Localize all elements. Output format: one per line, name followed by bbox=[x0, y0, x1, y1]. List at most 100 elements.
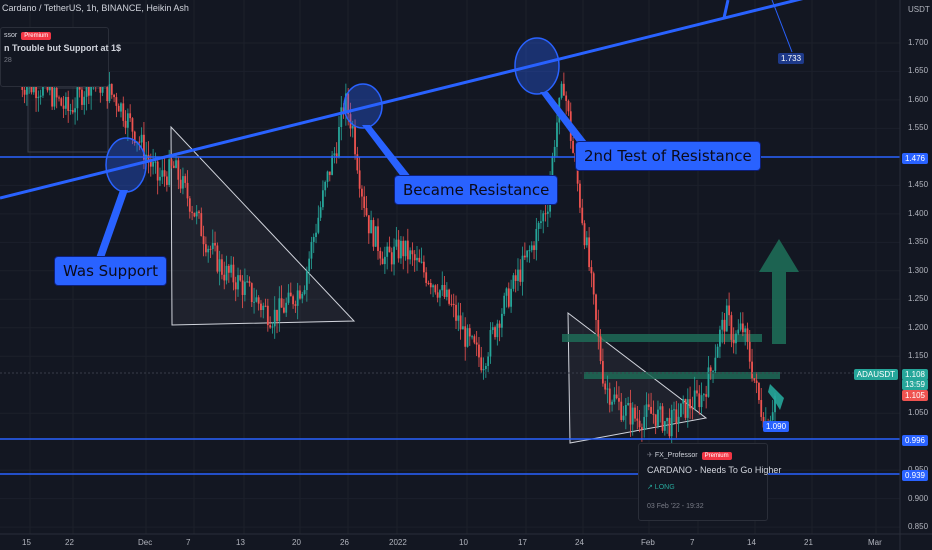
candle-body bbox=[333, 153, 336, 156]
candle-body bbox=[517, 269, 519, 281]
candle-body bbox=[696, 390, 698, 394]
candle-body bbox=[597, 319, 600, 337]
candle-body bbox=[223, 274, 226, 281]
candle-body bbox=[292, 296, 294, 305]
candle-body bbox=[565, 95, 568, 101]
idea-card-fx[interactable]: ✈ FX_Professor Premium CARDANO - Needs To… bbox=[638, 443, 781, 521]
candle-body bbox=[255, 297, 258, 302]
candle-body bbox=[613, 394, 616, 402]
candle-body bbox=[443, 285, 446, 297]
pointer-2nd-test bbox=[540, 92, 590, 146]
trendline-upper-stub bbox=[722, 0, 730, 19]
candle-body bbox=[170, 159, 173, 166]
candle-body bbox=[682, 398, 685, 404]
candle-body bbox=[108, 84, 111, 102]
time-tick-label: 15 bbox=[22, 538, 31, 547]
candle-body bbox=[528, 250, 531, 252]
candle-body bbox=[478, 344, 480, 358]
candle-body bbox=[560, 83, 563, 98]
time-tick-label: 20 bbox=[292, 538, 301, 547]
candle-body bbox=[230, 264, 233, 273]
candle-body bbox=[152, 161, 155, 167]
candle-body bbox=[55, 88, 58, 98]
candle-body bbox=[698, 393, 701, 408]
candle-body bbox=[163, 170, 166, 177]
candle-body bbox=[452, 303, 455, 305]
candle-body bbox=[647, 404, 650, 407]
candle-body bbox=[700, 395, 703, 408]
candle-body bbox=[227, 265, 230, 273]
candle-body bbox=[471, 336, 473, 338]
candle-body bbox=[239, 275, 242, 281]
candle-body bbox=[615, 394, 618, 399]
candle-body bbox=[335, 153, 338, 158]
candle-body bbox=[120, 103, 122, 112]
candle-body bbox=[556, 122, 558, 147]
candle-body bbox=[276, 309, 278, 322]
candle-body bbox=[684, 398, 687, 418]
candle-body bbox=[473, 336, 476, 343]
candle-body bbox=[551, 156, 554, 183]
trendline[interactable] bbox=[0, 0, 805, 200]
candle-body bbox=[654, 414, 657, 426]
candle-body bbox=[668, 417, 671, 437]
candle-body bbox=[413, 254, 416, 261]
candle-body bbox=[494, 327, 496, 338]
candle-body bbox=[599, 336, 602, 362]
candle-body bbox=[505, 288, 508, 296]
candle-body bbox=[691, 408, 694, 410]
candle-body bbox=[771, 412, 774, 421]
candle-body bbox=[200, 213, 203, 237]
candle-body bbox=[595, 294, 597, 320]
candle-body bbox=[448, 289, 451, 304]
candles bbox=[19, 61, 776, 447]
pin-icon: ✈ bbox=[647, 452, 653, 459]
candle-body bbox=[117, 105, 120, 112]
candle-body bbox=[83, 96, 86, 105]
candle-body bbox=[184, 176, 187, 183]
price-tick-label: 1.300 bbox=[908, 265, 929, 275]
candle-body bbox=[425, 272, 428, 283]
candle-body bbox=[725, 305, 728, 332]
candle-body bbox=[248, 281, 251, 284]
candle-body bbox=[491, 327, 494, 331]
candle-body bbox=[260, 303, 262, 311]
candle-body bbox=[358, 170, 361, 189]
candle-body bbox=[221, 259, 223, 275]
candle-body bbox=[312, 236, 315, 242]
candle-body bbox=[264, 305, 267, 307]
candle-body bbox=[138, 141, 141, 143]
candle-body bbox=[175, 160, 177, 168]
candle-body bbox=[487, 356, 490, 366]
candle-body bbox=[241, 280, 244, 295]
candle-body bbox=[643, 416, 646, 430]
pointer-became-resistance bbox=[362, 125, 412, 178]
candle-body bbox=[588, 237, 591, 268]
price-tag-symbol: ADAUSDT bbox=[853, 369, 898, 380]
candle-body bbox=[629, 402, 632, 425]
candle-body bbox=[652, 413, 655, 415]
candle-body bbox=[85, 80, 88, 97]
price-tick-label: 0.950 bbox=[908, 465, 928, 474]
candle-body bbox=[287, 292, 290, 303]
candle-body bbox=[165, 176, 168, 185]
candle-body bbox=[90, 81, 93, 96]
candle-body bbox=[714, 357, 717, 371]
candle-body bbox=[204, 244, 207, 253]
price-tick-label: 1.600 bbox=[908, 94, 929, 104]
candle-body bbox=[179, 179, 182, 189]
price-tag-0939: 0.939 bbox=[901, 470, 928, 481]
candle-body bbox=[207, 248, 210, 253]
candle-body bbox=[177, 160, 180, 180]
candle-body bbox=[677, 416, 680, 424]
top-idea-card[interactable]: ssor Premium n Trouble but Support at 1$ … bbox=[0, 27, 121, 87]
candle-body bbox=[110, 84, 113, 95]
idea-direction: ↗ LONG bbox=[647, 484, 675, 491]
candle-body bbox=[579, 183, 581, 208]
down-arrow bbox=[768, 384, 784, 410]
candle-body bbox=[744, 328, 747, 333]
candle-body bbox=[381, 258, 384, 265]
candle-body bbox=[39, 95, 42, 97]
candle-body bbox=[67, 97, 70, 111]
